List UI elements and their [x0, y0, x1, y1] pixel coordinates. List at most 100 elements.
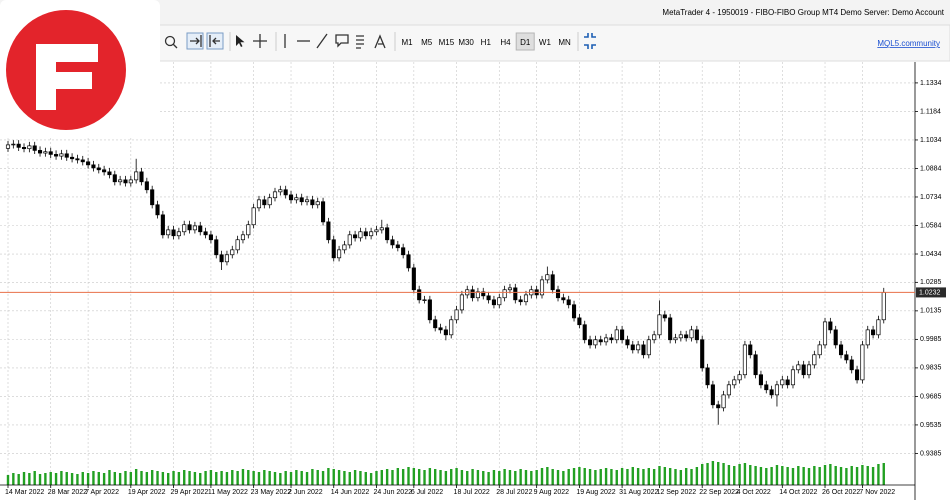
zoom-out[interactable] [164, 35, 178, 49]
cursor-tool[interactable] [236, 35, 245, 47]
volume-bar [380, 470, 383, 485]
candle-body [390, 239, 395, 246]
timeframe-button[interactable]: H1 [481, 38, 492, 47]
x-tick-label: 29 Apr 2022 [171, 489, 209, 496]
volume-bar [882, 463, 885, 485]
x-tick-label: 14 Jun 2022 [331, 489, 370, 496]
volume-bar [652, 469, 656, 485]
candle-body [112, 174, 117, 183]
x-tick-label: 14 Oct 2022 [779, 489, 817, 496]
candle-body [652, 334, 657, 341]
volume-bar [599, 469, 602, 485]
volume-bar [252, 471, 255, 485]
x-tick-label: 12 Sep 2022 [656, 489, 696, 496]
volume-bar [60, 471, 63, 485]
volume-bar [65, 472, 68, 485]
volume-bar [701, 464, 704, 485]
candle-body [732, 379, 737, 386]
fibo-tool[interactable] [374, 34, 386, 49]
candle-body [134, 171, 139, 181]
candle-body [235, 239, 240, 251]
timeframe-button[interactable]: M1 [401, 38, 413, 47]
chart-shift[interactable] [206, 32, 224, 50]
volume-bar [44, 473, 47, 485]
volume-bar [150, 470, 154, 485]
volume-bar [428, 468, 432, 485]
x-tick-label: 26 Oct 2022 [822, 489, 860, 496]
candle-body [657, 314, 662, 336]
candle-body [155, 204, 160, 216]
candle-body [395, 244, 400, 249]
y-tick-label: 0.9835 [920, 365, 942, 372]
timeframe-button[interactable]: M15 [439, 38, 455, 47]
candle-body [620, 329, 625, 341]
candle-body [48, 151, 53, 155]
timeframe-button[interactable]: MN [558, 38, 571, 47]
candle-body [64, 153, 69, 158]
volume-bar [231, 470, 234, 485]
timeframe-button[interactable]: H4 [500, 38, 511, 47]
y-tick-label: 1.1034 [920, 137, 942, 144]
timeframe-button[interactable]: M30 [458, 38, 474, 47]
candle-body [705, 367, 710, 386]
fullscreen[interactable] [584, 33, 596, 49]
volume-bar [508, 470, 512, 485]
trendline-tool[interactable] [316, 33, 328, 49]
volume-bar [247, 470, 250, 485]
x-tick-label: 22 Sep 2022 [699, 489, 739, 496]
candle-body [198, 225, 203, 233]
candle-body [59, 153, 64, 157]
volume-bar [86, 473, 90, 485]
candle-body [876, 319, 881, 336]
channel-tool[interactable] [356, 35, 364, 49]
volume-bar [631, 467, 634, 485]
volume-bar [273, 472, 277, 485]
candle-body [353, 234, 358, 239]
candle-body [785, 379, 790, 386]
volume-bar [193, 472, 197, 485]
volume-bar [791, 468, 795, 485]
candle-body [865, 329, 870, 346]
volume-bar [546, 467, 549, 485]
x-tick-label: 28 Mar 2022 [48, 489, 87, 496]
volume-bar [364, 472, 367, 485]
candle-body [75, 158, 80, 161]
timeframe-button[interactable]: M5 [421, 38, 433, 47]
candle-body [497, 297, 502, 306]
candle-body [379, 227, 384, 231]
logo-letter [36, 44, 98, 110]
x-tick-label: 7 Apr 2022 [85, 489, 119, 496]
candle-body [459, 294, 464, 311]
candle-body [481, 291, 486, 297]
volume-bar [818, 467, 821, 485]
autoscroll[interactable] [186, 32, 204, 50]
volume-bar [471, 469, 474, 485]
candle-body [272, 191, 278, 199]
volume-bar [412, 468, 416, 485]
y-tick-label: 1.0135 [920, 308, 942, 315]
volume-bar [279, 473, 282, 485]
volume-bar [615, 470, 618, 485]
candle-body [491, 299, 496, 306]
candle-body [796, 364, 801, 371]
candle-body [454, 309, 459, 321]
candle-body [822, 321, 828, 346]
candle-body [710, 384, 715, 406]
candle-body [630, 344, 635, 351]
volume-bar [674, 469, 677, 485]
timeframe-button[interactable]: W1 [539, 38, 552, 47]
volume-bar [813, 466, 816, 485]
crosshair-tool[interactable] [253, 34, 267, 48]
candle-body [182, 224, 187, 233]
candle-body [187, 224, 192, 231]
timeframe-button[interactable]: D1 [520, 38, 531, 47]
x-tick-label: 23 May 2022 [251, 489, 292, 496]
volume-bar [396, 468, 400, 485]
mql5-link[interactable]: MQL5.community [877, 39, 940, 48]
volume-bar [770, 467, 773, 485]
volume-bar [295, 470, 298, 485]
y-tick-label: 0.9985 [920, 336, 942, 343]
volume-bar [102, 473, 106, 485]
text-tool[interactable] [335, 34, 349, 48]
candle-body [16, 143, 21, 148]
